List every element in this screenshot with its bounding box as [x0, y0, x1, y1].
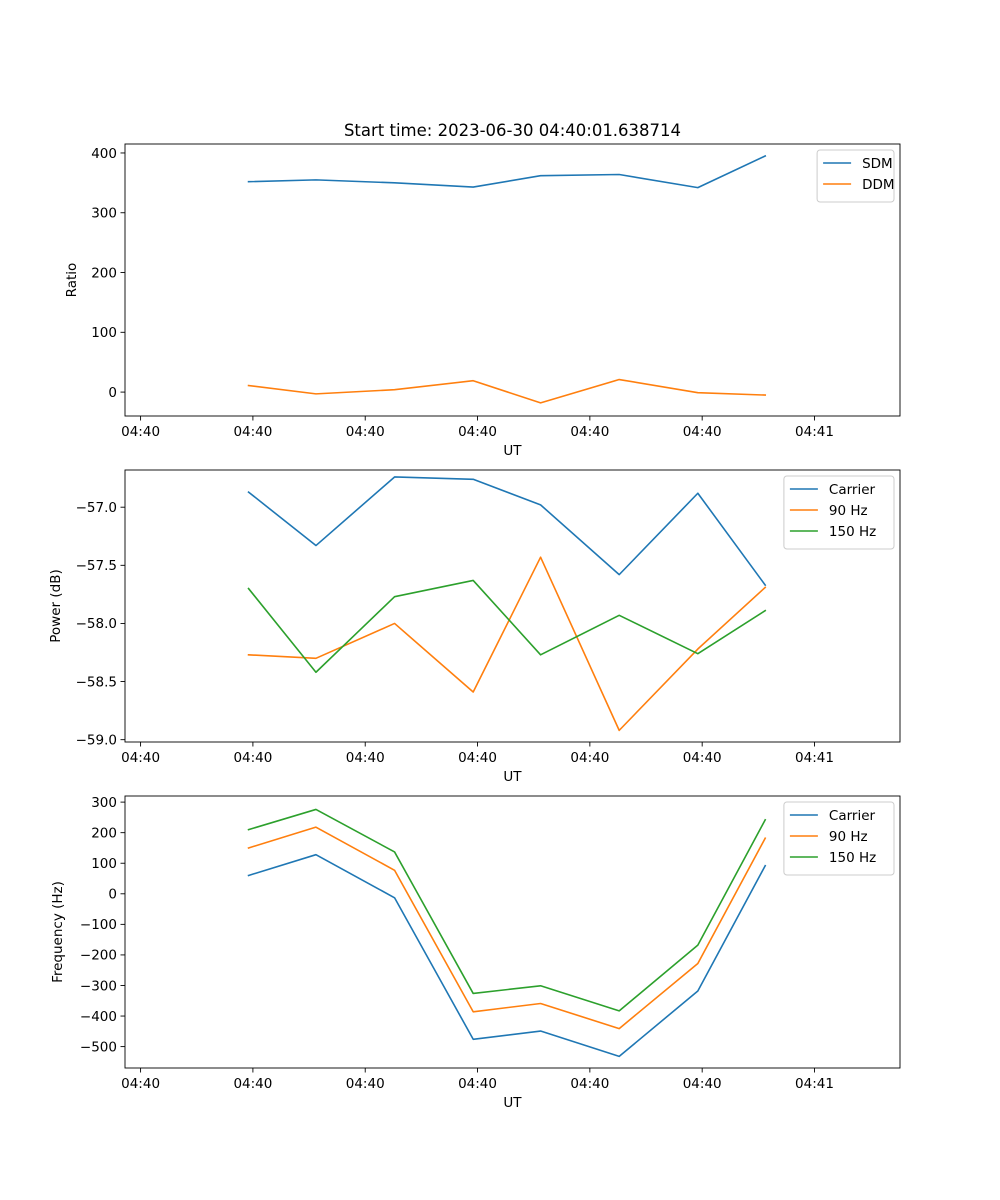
x-tick-label: 04:40 — [121, 1076, 160, 1092]
y-tick-label: 200 — [91, 265, 117, 281]
x-tick-label: 04:41 — [795, 1076, 834, 1092]
y-axis-label: Ratio — [64, 263, 80, 298]
legend: SDM DDM — [816, 149, 895, 203]
legend-label: 90 Hz — [829, 503, 868, 519]
series-line-150-hz — [247, 579, 767, 674]
x-tick-label: 04:40 — [570, 424, 609, 440]
legend-label: 90 Hz — [829, 829, 868, 845]
series-line-150-hz — [247, 808, 767, 1012]
x-tick-label: 04:40 — [458, 1076, 497, 1092]
x-tick-label: 04:40 — [233, 1076, 272, 1092]
legend: Carrier 90 Hz 150 Hz — [783, 801, 895, 876]
x-tick-label: 04:40 — [121, 750, 160, 766]
y-tick-label: 0 — [108, 385, 117, 401]
series-line-sdm — [247, 154, 767, 189]
x-tick-label: 04:40 — [683, 1076, 722, 1092]
legend-label: SDM — [862, 156, 893, 172]
y-tick-label: 300 — [91, 795, 117, 811]
legend-label: 150 Hz — [829, 850, 876, 866]
x-tick-label: 04:40 — [346, 750, 385, 766]
y-tick-label: 100 — [91, 856, 117, 872]
series-line-carrier — [247, 853, 767, 1058]
x-tick-label: 04:40 — [458, 750, 497, 766]
legend-label: DDM — [862, 177, 894, 193]
x-tick-label: 04:40 — [346, 424, 385, 440]
series-line-90-hz — [247, 556, 767, 732]
x-tick-label: 04:40 — [233, 750, 272, 766]
y-tick-label: −58.5 — [76, 674, 117, 690]
x-tick-label: 04:40 — [683, 750, 722, 766]
chart-panel-3: 04:40 04:40 04:40 04:40 04:40 04:40 04:41 −500 −… — [50, 795, 901, 1111]
chart-panel-1: 04:40 04:40 04:40 04:40 04:40 04:40 04:41 0 100 2… — [64, 143, 901, 459]
axes-frame — [124, 469, 901, 743]
y-tick-label: −57.5 — [76, 558, 117, 574]
y-tick-label: 100 — [91, 325, 117, 341]
legend-label: Carrier — [829, 482, 876, 498]
x-tick-label: 04:40 — [570, 750, 609, 766]
axes-frame — [124, 795, 901, 1069]
y-axis-label: Power (dB) — [48, 569, 64, 642]
x-tick-label: 04:40 — [121, 424, 160, 440]
x-axis-label: UT — [503, 443, 522, 459]
x-tick-label: 04:40 — [683, 424, 722, 440]
x-tick-label: 04:40 — [570, 1076, 609, 1092]
x-axis-label: UT — [503, 1095, 522, 1111]
series-line-ddm — [247, 378, 767, 404]
y-tick-label: −59.0 — [76, 732, 117, 748]
x-tick-label: 04:41 — [795, 750, 834, 766]
x-tick-label: 04:41 — [795, 424, 834, 440]
y-axis-label: Frequency (Hz) — [50, 881, 66, 983]
x-tick-label: 04:40 — [346, 1076, 385, 1092]
x-tick-label: 04:40 — [458, 424, 497, 440]
y-tick-label: −57.0 — [76, 500, 117, 516]
y-tick-label: −100 — [80, 917, 117, 933]
legend: Carrier 90 Hz 150 Hz — [783, 475, 895, 550]
y-tick-label: −58.0 — [76, 616, 117, 632]
axes-frame — [124, 143, 901, 417]
y-tick-label: 0 — [108, 887, 117, 903]
legend-label: 150 Hz — [829, 524, 876, 540]
y-tick-label: 300 — [91, 206, 117, 222]
y-tick-label: −200 — [80, 948, 117, 964]
y-tick-label: −300 — [80, 978, 117, 994]
x-axis-label: UT — [503, 769, 522, 785]
y-tick-label: 200 — [91, 825, 117, 841]
x-tick-label: 04:40 — [233, 424, 272, 440]
y-tick-label: −400 — [80, 1009, 117, 1025]
figure-title: Start time: 2023-06-30 04:40:01.638714 — [344, 121, 681, 140]
series-line-90-hz — [247, 826, 767, 1030]
y-tick-label: 400 — [91, 146, 117, 162]
legend-label: Carrier — [829, 808, 876, 824]
chart-panel-2: 04:40 04:40 04:40 04:40 04:40 04:40 04:41 −59.0… — [48, 469, 901, 785]
series-line-carrier — [247, 476, 767, 587]
y-tick-label: −500 — [80, 1039, 117, 1055]
